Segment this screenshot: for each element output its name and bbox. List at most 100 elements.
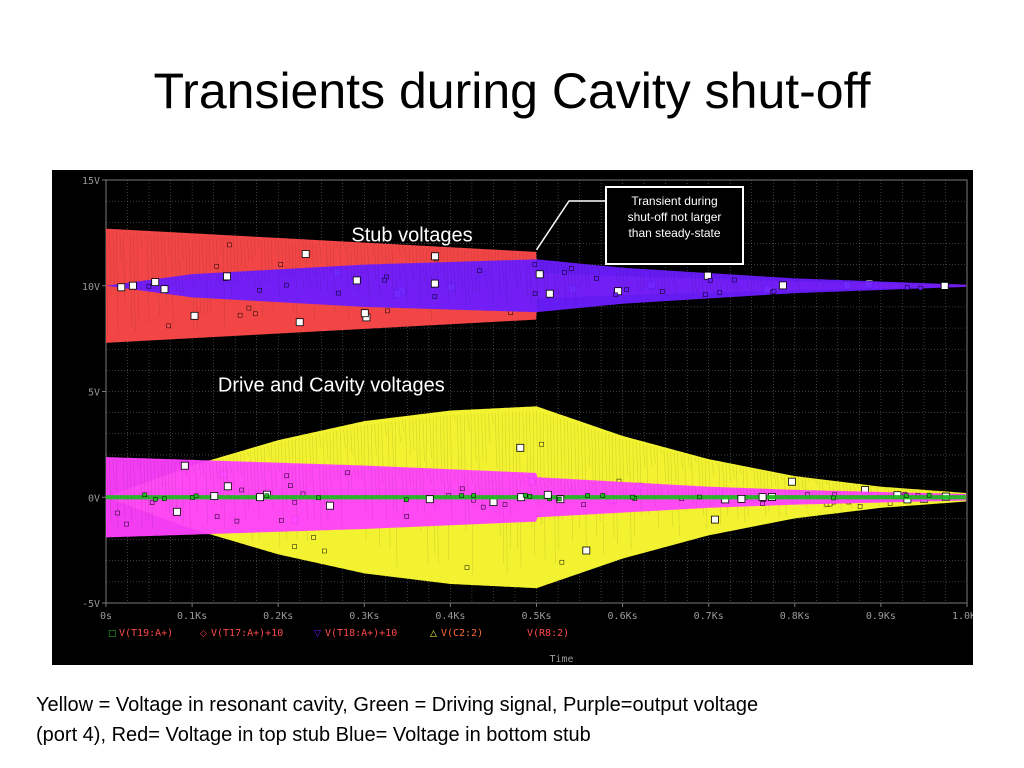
marker	[717, 290, 723, 295]
marker	[559, 559, 565, 565]
marker	[477, 268, 482, 274]
marker	[432, 294, 438, 299]
marker	[404, 514, 410, 519]
x-tick-label: 0s	[100, 611, 112, 622]
x-tick-label: 0.5Ks	[521, 611, 551, 622]
legend-marker: ◇	[200, 629, 207, 639]
marker	[569, 266, 574, 271]
marker	[404, 497, 409, 503]
y-tick-label: -5V	[82, 599, 100, 610]
marker	[214, 263, 219, 269]
marker	[581, 502, 586, 507]
marker	[904, 285, 910, 290]
marker	[788, 477, 796, 486]
caption-line-2: (port 4), Red= Voltage in top stub Blue=…	[36, 724, 591, 746]
marker	[459, 486, 465, 492]
marker	[325, 501, 334, 510]
x-axis-label: Time	[549, 654, 573, 665]
marker	[539, 441, 544, 447]
marker	[703, 271, 712, 280]
series-markers-v-t18-a-10	[117, 262, 949, 299]
marker	[295, 318, 304, 327]
legend-item: ◇ V(T17:A+)+10	[200, 628, 283, 639]
marker	[173, 507, 181, 516]
marker	[193, 493, 199, 499]
marker	[600, 493, 606, 498]
marker	[926, 492, 932, 498]
marker	[737, 494, 746, 503]
series-markers-v-t19-a	[142, 490, 932, 504]
marker	[731, 277, 737, 283]
marker	[292, 499, 298, 505]
marker	[237, 312, 243, 318]
marker	[214, 514, 220, 519]
marker	[190, 311, 199, 320]
annotation-label: Drive and Cavity voltages	[218, 375, 445, 397]
marker	[311, 535, 316, 540]
x-tick-label: 0.8Ks	[780, 611, 810, 622]
marker	[227, 242, 232, 248]
y-tick-label: 10V	[82, 282, 100, 293]
marker	[480, 504, 486, 510]
y-tick-label: 15V	[82, 176, 100, 187]
marker	[614, 287, 622, 296]
marker	[149, 500, 155, 505]
marker	[264, 493, 270, 498]
marker	[425, 495, 434, 504]
marker	[210, 492, 219, 500]
series-layer	[105, 228, 967, 589]
marker	[345, 470, 350, 476]
caption: Yellow = Voltage in resonant cavity, Gre…	[36, 690, 996, 750]
marker	[857, 504, 863, 509]
marker	[257, 287, 262, 293]
marker	[129, 281, 137, 290]
legend-marker: □	[108, 629, 117, 639]
series-band-v-t18-a-10	[106, 259, 967, 313]
marker	[284, 473, 289, 479]
marker	[166, 323, 171, 329]
marker	[779, 281, 787, 290]
chart: 0s 0.1Ks 0.2Ks 0.3Ks 0.4Ks 0.5Ks 0.6Ks 0.7Ks 0.8…	[82, 176, 973, 665]
marker	[246, 305, 252, 311]
marker	[760, 501, 765, 506]
marker	[278, 262, 284, 267]
marker	[352, 276, 361, 285]
marker	[382, 277, 387, 283]
marker	[360, 309, 369, 318]
marker	[146, 283, 152, 289]
series-texture-v-t18-a-10	[116, 260, 966, 308]
y-tick-label: 0V	[88, 493, 100, 504]
legend-item: ▽ V(T18:A+)+10	[314, 628, 397, 639]
legend-label: V(R8:2)	[527, 628, 569, 639]
marker	[562, 270, 567, 275]
x-tick-label: 0.4Ks	[435, 611, 465, 622]
marker	[831, 495, 836, 501]
marker	[758, 493, 767, 501]
marker	[522, 492, 528, 498]
marker	[322, 548, 327, 554]
annotation-label: Stub voltages	[351, 224, 472, 246]
series-band-v-t19-a	[106, 495, 967, 500]
legend-label: V(C2:2)	[441, 628, 483, 639]
marker	[385, 308, 390, 314]
marker	[284, 282, 289, 288]
y-tick-label: 5V	[88, 388, 100, 399]
legend-item: □ V(T19:A+)	[108, 628, 173, 639]
marker	[279, 518, 284, 523]
marker	[117, 283, 126, 292]
annotations: Stub voltages Drive and Cavity voltages Tr…	[218, 186, 744, 397]
marker	[940, 282, 949, 290]
x-tick-label: 0.3Ks	[349, 611, 379, 622]
legend: □ V(T19:A+) ◇ V(T17:A+)+10 ▽ V(T18:A+)+10 △ V(C…	[108, 628, 569, 639]
marker	[162, 496, 167, 502]
marker	[613, 292, 618, 297]
marker	[703, 292, 708, 297]
marker	[239, 487, 244, 493]
marker	[535, 270, 544, 279]
callout-text-line: Transient during	[631, 194, 717, 208]
callout-box	[605, 186, 744, 265]
marker	[771, 288, 777, 294]
marker	[431, 252, 440, 261]
marker	[516, 443, 525, 452]
x-tick-label: 1.0Ks	[952, 611, 973, 622]
